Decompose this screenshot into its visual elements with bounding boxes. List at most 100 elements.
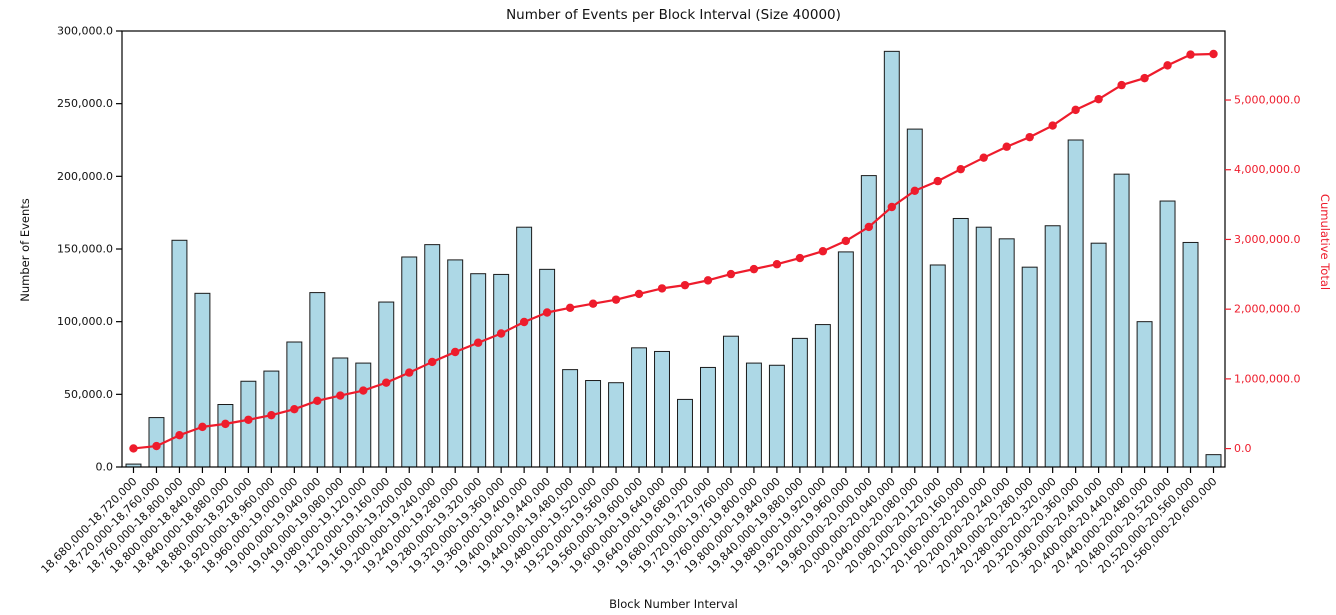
bar xyxy=(929,264,946,468)
cumulative-point xyxy=(1209,49,1218,59)
y-left-tick-label: 250,000.0 xyxy=(57,97,113,110)
cumulative-point xyxy=(1140,73,1149,83)
bar xyxy=(1159,200,1176,468)
bar xyxy=(814,324,831,468)
bar xyxy=(700,366,716,468)
bar xyxy=(493,273,510,468)
bar xyxy=(677,398,693,468)
cumulative-point xyxy=(336,391,345,400)
cumulative-point xyxy=(450,347,460,357)
bar xyxy=(975,226,992,468)
cumulative-point xyxy=(772,260,782,269)
bar xyxy=(470,273,487,468)
bar xyxy=(332,357,349,468)
bar xyxy=(1090,242,1107,468)
bar xyxy=(516,226,533,468)
bar xyxy=(883,50,900,468)
cumulative-point xyxy=(841,236,851,246)
bar xyxy=(286,341,303,468)
cumulative-point xyxy=(496,329,506,338)
cumulative-point xyxy=(749,264,759,274)
y-right-tick-label: 2,000,000.0 xyxy=(1234,303,1300,316)
bar xyxy=(447,259,464,468)
bar xyxy=(768,364,785,468)
bar xyxy=(654,350,670,468)
cumulative-point xyxy=(244,415,253,424)
bar xyxy=(906,128,923,468)
bar xyxy=(1067,139,1084,468)
cumulative-point xyxy=(910,186,919,195)
bar xyxy=(194,292,211,468)
bar xyxy=(722,335,739,468)
y-right-tick-label: 3,000,000.0 xyxy=(1234,233,1300,246)
cumulative-point xyxy=(1094,94,1103,104)
cumulative-point xyxy=(795,253,805,263)
cumulative-point xyxy=(1117,80,1126,90)
bar xyxy=(1044,225,1061,468)
cumulative-point xyxy=(405,368,414,377)
y-right-tick-label: 5,000,000.0 xyxy=(1234,94,1300,107)
cumulative-point xyxy=(1048,121,1057,130)
bar xyxy=(1136,321,1153,468)
cumulative-point xyxy=(726,269,736,279)
bar xyxy=(608,382,625,468)
y-right-tick-label: 1,000,000.0 xyxy=(1234,372,1300,385)
cumulative-point xyxy=(1002,142,1011,151)
y-left-tick-label: 150,000.0 xyxy=(57,243,113,256)
cumulative-point xyxy=(473,338,483,347)
bar xyxy=(539,268,556,468)
cumulative-point xyxy=(382,378,391,387)
bar xyxy=(1182,241,1199,468)
y-right-tick-label: 0.0 xyxy=(1234,442,1252,455)
bar xyxy=(424,244,441,468)
cumulative-point xyxy=(933,176,942,186)
cumulative-point xyxy=(542,308,552,317)
cumulative-point xyxy=(818,247,828,256)
bar xyxy=(585,380,602,468)
bar xyxy=(217,404,234,468)
cumulative-point xyxy=(359,386,368,395)
cumulative-point xyxy=(519,317,529,327)
bar xyxy=(309,292,326,468)
bar xyxy=(1021,266,1038,468)
cumulative-point xyxy=(680,280,690,290)
y-right-tick-label: 4,000,000.0 xyxy=(1234,163,1300,176)
cumulative-point xyxy=(864,222,874,232)
cumulative-point xyxy=(129,444,138,453)
cumulative-point xyxy=(290,404,299,414)
bar xyxy=(952,217,969,468)
cumulative-point xyxy=(565,303,575,313)
bar xyxy=(240,380,257,468)
cumulative-point xyxy=(703,276,713,285)
y-left-tick-label: 50,000.0 xyxy=(64,388,113,401)
cumulative-point xyxy=(956,164,965,174)
cumulative-point xyxy=(1163,61,1172,70)
cumulative-point xyxy=(887,202,897,212)
bar xyxy=(745,362,762,468)
cumulative-point xyxy=(267,410,276,420)
bar xyxy=(562,369,579,468)
cumulative-point xyxy=(634,289,644,299)
cumulative-point xyxy=(428,357,437,367)
cumulative-point xyxy=(588,299,598,308)
cumulative-point xyxy=(1025,132,1034,142)
y-left-tick-label: 300,000.0 xyxy=(57,25,113,38)
bar xyxy=(401,256,418,468)
cumulative-point xyxy=(1071,105,1080,115)
cumulative-point xyxy=(657,284,667,293)
cumulative-point xyxy=(979,153,988,162)
cumulative-point xyxy=(1186,50,1195,59)
cumulative-point xyxy=(198,422,207,432)
bar xyxy=(998,238,1015,468)
bar xyxy=(355,362,372,468)
bar xyxy=(860,175,877,468)
cumulative-point xyxy=(152,441,161,451)
chart-title: Number of Events per Block Interval (Siz… xyxy=(506,7,841,23)
cumulative-point xyxy=(221,419,230,429)
x-axis-label: Block Number Interval xyxy=(609,597,738,611)
bar xyxy=(837,251,854,468)
bar xyxy=(631,347,647,468)
bar xyxy=(1113,173,1130,468)
